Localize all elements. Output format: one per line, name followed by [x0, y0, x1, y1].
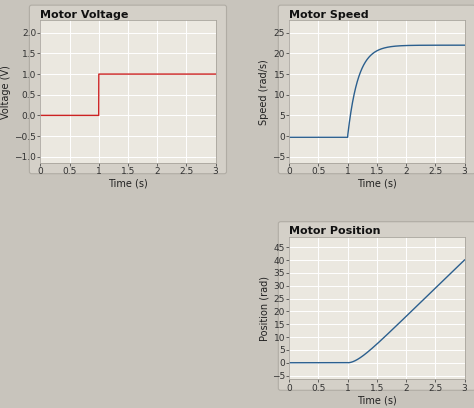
Text: Motor Voltage: Motor Voltage — [40, 10, 128, 20]
Y-axis label: Speed (rad/s): Speed (rad/s) — [259, 59, 269, 124]
Y-axis label: Voltage (V): Voltage (V) — [1, 65, 11, 119]
Text: Motor Speed: Motor Speed — [289, 10, 369, 20]
Y-axis label: Position (rad): Position (rad) — [259, 276, 269, 341]
X-axis label: Time (s): Time (s) — [357, 179, 397, 189]
Text: Motor Position: Motor Position — [289, 226, 381, 236]
X-axis label: Time (s): Time (s) — [357, 395, 397, 406]
X-axis label: Time (s): Time (s) — [108, 179, 148, 189]
